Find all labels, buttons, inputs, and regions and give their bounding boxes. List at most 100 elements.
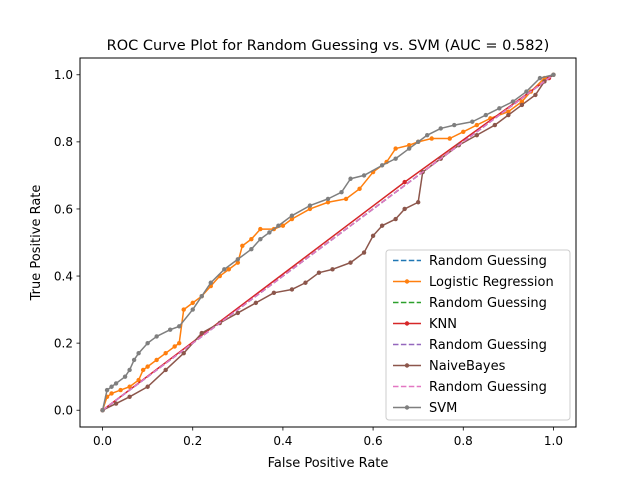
legend-label-5: NaiveBayes	[429, 359, 506, 374]
series-7-point-32	[438, 126, 443, 131]
x-tick-label-2: 0.4	[273, 434, 292, 448]
y-tick-label-0: 0.0	[54, 404, 73, 418]
series-5-point-29	[533, 92, 538, 98]
series-7-point-31	[425, 132, 430, 138]
legend-entry-6: Random Guessing	[393, 380, 547, 395]
series-7-point-1	[104, 387, 110, 393]
series-5-point-17	[370, 233, 376, 238]
series-1-point-23	[280, 223, 286, 228]
series-1-point-37	[474, 122, 479, 128]
x-tick-label-3: 0.6	[364, 434, 383, 448]
legend-label-2: Random Guessing	[429, 296, 547, 311]
series-line-5	[102, 74, 554, 411]
series-5-point-2	[127, 394, 132, 400]
series-7-point-29	[406, 146, 412, 151]
series-1-point-5	[136, 377, 141, 383]
series-7	[100, 72, 556, 413]
series-7-point-20	[276, 223, 281, 228]
series-7-point-24	[339, 189, 344, 195]
series-7-point-7	[136, 351, 141, 356]
series-5-point-1	[113, 401, 119, 406]
series-7-point-37	[510, 99, 516, 104]
series-line-6	[102, 74, 554, 411]
series-7-point-13	[199, 293, 204, 299]
series-7-point-9	[154, 334, 159, 339]
series-7-point-34	[470, 119, 475, 124]
legend-label-0: Random Guessing	[429, 254, 547, 269]
series-7-point-12	[190, 307, 195, 312]
series-1-point-8	[154, 357, 159, 363]
series-1-point-19	[240, 243, 245, 249]
series-5-point-4	[163, 367, 168, 373]
chart-title: ROC Curve Plot for Random Guessing vs. S…	[107, 38, 550, 54]
series-7-point-23	[325, 196, 331, 202]
series-6	[102, 74, 554, 411]
legend-label-3: KNN	[429, 317, 457, 332]
series-5-point-25	[474, 132, 479, 138]
series-5-point-5	[181, 351, 186, 356]
series-layer	[100, 72, 556, 413]
series-7-point-2	[109, 384, 114, 389]
legend-label-4: Random Guessing	[429, 338, 547, 353]
series-7-point-33	[452, 122, 457, 128]
series-5-point-28	[519, 102, 525, 108]
series-1-point-6	[140, 367, 146, 373]
legend-label-7: SVM	[429, 401, 457, 416]
legend-label-1: Logistic Regression	[429, 275, 554, 290]
series-1-point-34	[429, 136, 434, 141]
series-7-point-26	[361, 173, 367, 178]
series-1-point-25	[307, 206, 313, 212]
series-1-point-2	[109, 391, 114, 396]
series-5-point-21	[415, 200, 421, 205]
series-7-point-16	[235, 257, 241, 262]
series-1-point-31	[393, 146, 398, 151]
series-1-point-17	[226, 267, 231, 272]
series-1-point-3	[118, 387, 123, 393]
series-7-point-22	[307, 203, 313, 208]
series-1-point-36	[461, 129, 466, 134]
series-7-point-39	[537, 75, 543, 81]
series-3-point-1	[402, 179, 407, 185]
series-5-point-3	[145, 384, 150, 389]
series-1-point-40	[519, 99, 525, 104]
series-7-point-5	[127, 367, 132, 373]
series-5-point-8	[235, 310, 241, 316]
series-1-point-12	[181, 307, 186, 312]
x-tick-label-5: 1.0	[544, 434, 563, 448]
series-1-point-18	[235, 260, 241, 265]
series-1-point-27	[343, 196, 349, 202]
series-5-point-14	[330, 267, 335, 272]
x-axis-label: False Positive Rate	[268, 456, 389, 471]
series-1-point-13	[190, 300, 195, 306]
legend-entry-7: SVM	[393, 401, 457, 416]
series-5-point-12	[303, 280, 308, 285]
series-7-point-8	[145, 340, 150, 346]
y-tick-label-4: 0.8	[54, 135, 73, 149]
series-5-point-18	[379, 223, 385, 228]
legend-entry-0: Random Guessing	[393, 254, 547, 269]
legend-marker-1	[404, 279, 410, 284]
y-tick-label-2: 0.4	[54, 269, 73, 283]
series-7-point-4	[122, 374, 128, 379]
series-1-point-11	[177, 340, 182, 346]
legend-entry-3: KNN	[393, 317, 457, 332]
series-1-point-21	[258, 226, 263, 232]
series-1-point-28	[357, 186, 362, 192]
series-1-point-7	[145, 364, 150, 369]
series-7-point-27	[379, 163, 385, 168]
series-1-point-4	[127, 384, 132, 389]
series-7-point-15	[222, 267, 227, 272]
series-5-point-10	[271, 290, 277, 296]
y-tick-label-3: 0.6	[54, 202, 73, 216]
y-tick-label-1: 0.2	[54, 336, 73, 350]
series-1-point-39	[506, 109, 511, 114]
series-7-point-0	[100, 408, 105, 413]
series-1-point-10	[172, 344, 177, 349]
series-7-point-35	[483, 112, 489, 118]
legend-entry-2: Random Guessing	[393, 296, 547, 311]
series-7-point-28	[393, 156, 398, 161]
legend-entry-5: NaiveBayes	[393, 359, 506, 374]
series-5-point-11	[289, 287, 295, 292]
series-5-point-26	[492, 122, 498, 128]
